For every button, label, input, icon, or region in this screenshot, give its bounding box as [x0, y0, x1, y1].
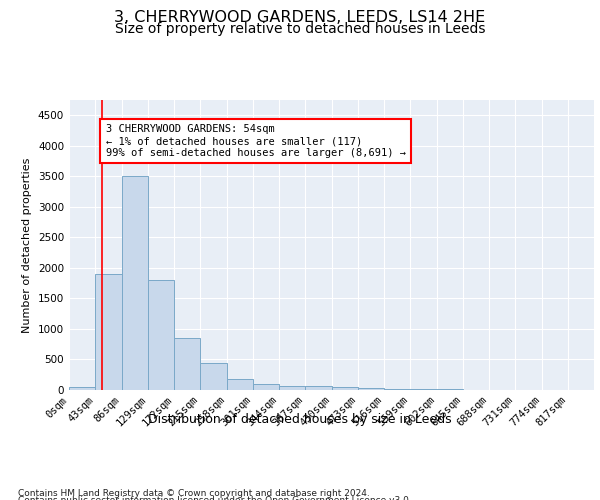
Bar	[121, 176, 148, 390]
Bar	[95, 274, 121, 390]
Bar	[200, 362, 227, 390]
Text: Distribution of detached houses by size in Leeds: Distribution of detached houses by size …	[148, 412, 452, 426]
Bar	[174, 338, 200, 390]
Bar	[69, 387, 95, 390]
Bar	[305, 386, 331, 390]
Bar	[384, 389, 410, 390]
Text: 3 CHERRYWOOD GARDENS: 54sqm
← 1% of detached houses are smaller (117)
99% of sem: 3 CHERRYWOOD GARDENS: 54sqm ← 1% of deta…	[106, 124, 406, 158]
Bar	[331, 387, 358, 390]
Bar	[279, 386, 305, 390]
Text: 3, CHERRYWOOD GARDENS, LEEDS, LS14 2HE: 3, CHERRYWOOD GARDENS, LEEDS, LS14 2HE	[115, 10, 485, 25]
Text: Size of property relative to detached houses in Leeds: Size of property relative to detached ho…	[115, 22, 485, 36]
Text: Contains public sector information licensed under the Open Government Licence v3: Contains public sector information licen…	[18, 496, 412, 500]
Text: Contains HM Land Registry data © Crown copyright and database right 2024.: Contains HM Land Registry data © Crown c…	[18, 488, 370, 498]
Bar	[148, 280, 174, 390]
Bar	[253, 384, 279, 390]
Bar	[358, 388, 384, 390]
Bar	[227, 380, 253, 390]
Y-axis label: Number of detached properties: Number of detached properties	[22, 158, 32, 332]
Bar	[410, 389, 437, 390]
